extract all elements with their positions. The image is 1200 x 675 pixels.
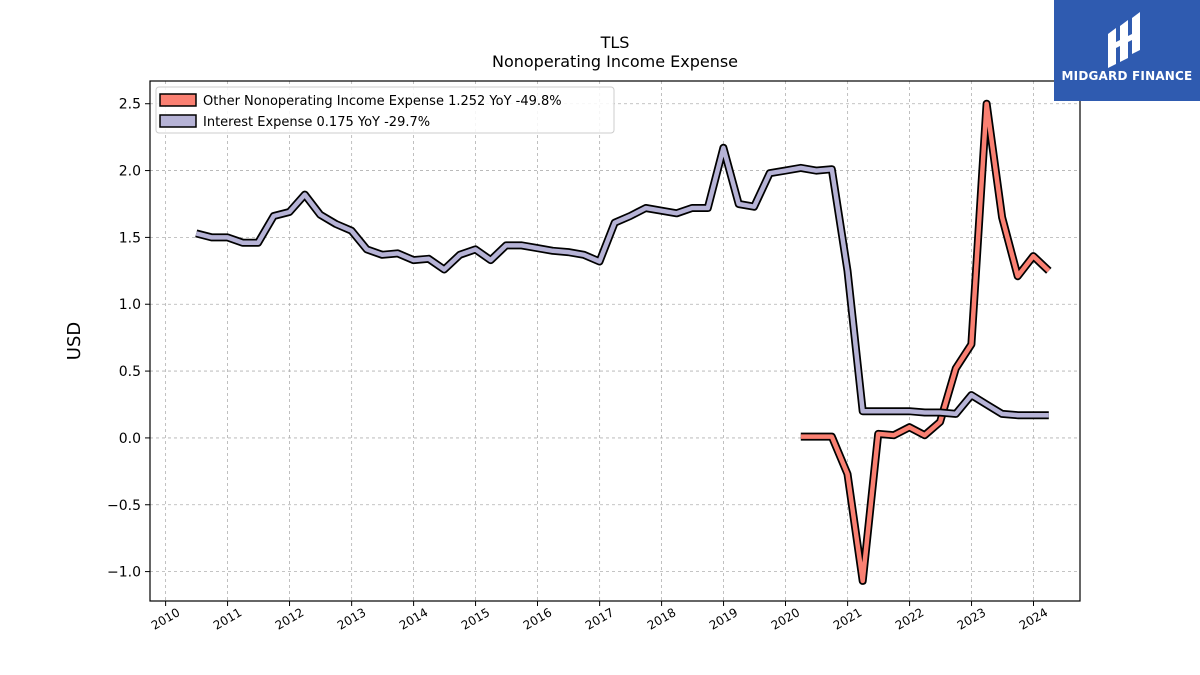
legend: Other Nonoperating Income Expense 1.252 … (155, 86, 615, 134)
x-tick-label: 2011 (211, 605, 244, 632)
legend-swatch-other-nonoperating (159, 93, 197, 107)
x-tick-label: 2013 (335, 605, 368, 632)
chart-title: TLS (600, 33, 630, 52)
x-tick-label: 2020 (769, 605, 802, 632)
x-tick-label: 2012 (273, 605, 306, 632)
x-tick-label: 2021 (831, 605, 864, 632)
y-tick-label: 1.5 (119, 230, 141, 246)
y-tick-label: 2.5 (119, 97, 141, 113)
x-tick-label: 2010 (149, 605, 182, 632)
y-tick-label: 0.5 (119, 364, 141, 380)
chart-subtitle: Nonoperating Income Expense (492, 52, 738, 71)
series-line-interest-expense (195, 145, 1049, 418)
y-tick-label: 1.0 (119, 297, 141, 313)
midgard-logo-icon (1108, 12, 1140, 68)
x-tick-label: 2022 (893, 605, 926, 632)
legend-frame (155, 86, 615, 134)
x-tick-label: 2024 (1017, 605, 1050, 632)
y-tick-label: −0.5 (107, 498, 141, 514)
y-tick-label: 0.0 (119, 431, 141, 447)
series-line-other-nonoperating-outline (800, 99, 1052, 585)
y-tick-label: −1.0 (107, 565, 141, 581)
x-tick-label: 2019 (707, 605, 740, 632)
x-tick-label: 2018 (645, 605, 678, 632)
legend-label-interest-expense: Interest Expense 0.175 YoY -29.7% (203, 115, 430, 130)
plot-frame (149, 80, 1081, 602)
brand-name: MIDGARD FINANCE (1061, 69, 1193, 83)
x-tick-label: 2014 (397, 605, 430, 632)
series-layer (195, 99, 1052, 585)
legend-swatch-interest-expense (159, 114, 197, 128)
x-tick-label: 2023 (955, 605, 988, 632)
y-tick-label: 2.0 (119, 164, 141, 180)
legend-label-other-nonoperating: Other Nonoperating Income Expense 1.252 … (203, 94, 562, 109)
series-line-other-nonoperating (800, 101, 1051, 584)
grid-layer (150, 81, 1080, 601)
brand-logo: MIDGARD FINANCE (1054, 0, 1200, 101)
x-tick-label: 2017 (583, 605, 616, 632)
x-tick-label: 2016 (521, 605, 554, 632)
tick-layer: −1.0 −0.5 0.0 0.5 1.0 1.5 2.0 2.5 2010 2011 2012 20… (107, 97, 1050, 633)
y-axis-label: USD (64, 322, 85, 360)
x-tick-label: 2015 (459, 605, 492, 632)
series-line-interest-expense-outline (195, 143, 1049, 420)
